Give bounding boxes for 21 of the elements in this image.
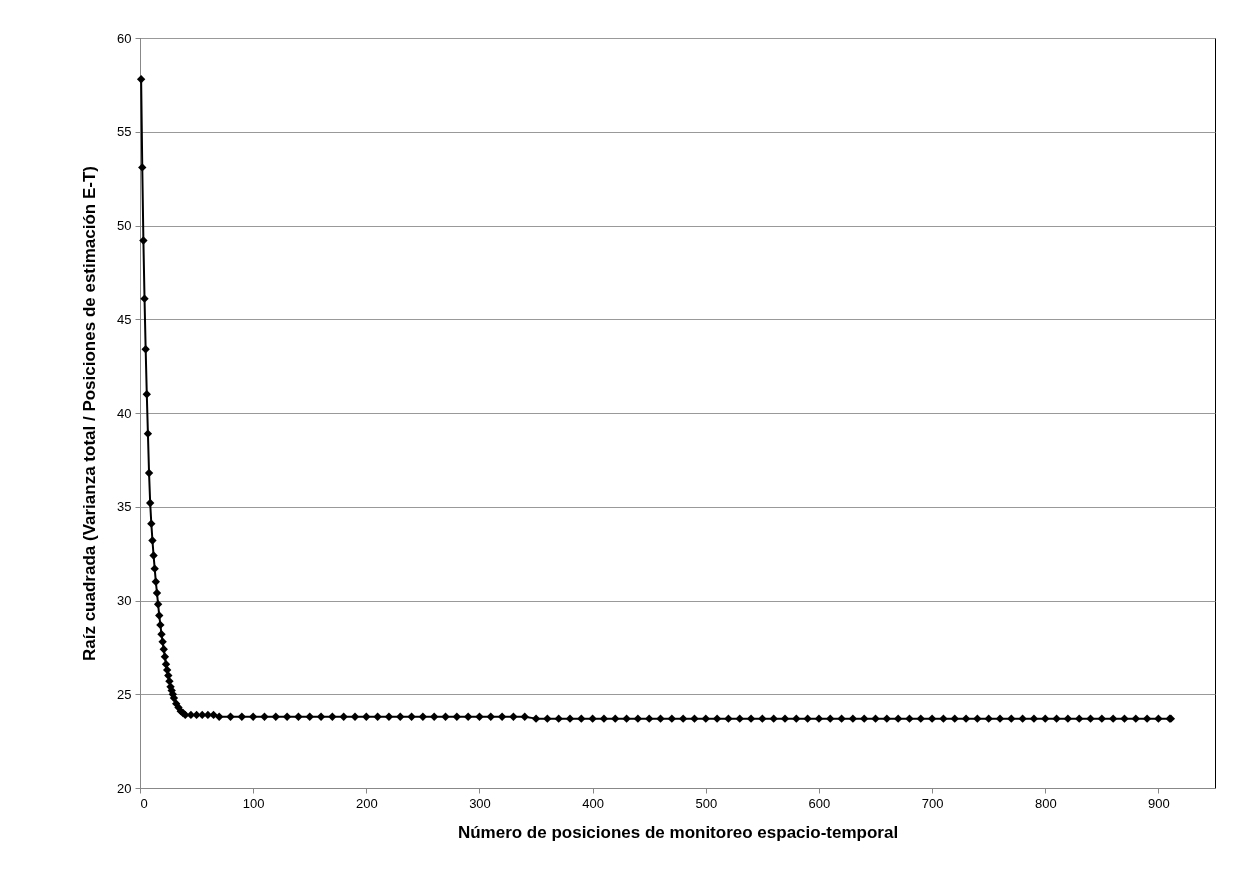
x-tick-label: 600 xyxy=(808,795,831,811)
x-tick-label: 700 xyxy=(921,795,944,811)
x-axis-title: Número de posiciones de monitoreo espacio-temporal xyxy=(457,822,899,842)
y-tick-label: 30 xyxy=(117,593,132,608)
x-tick-label: 0 xyxy=(140,795,148,811)
x-tick-label: 100 xyxy=(242,795,265,811)
x-tick-label: 500 xyxy=(695,795,718,811)
x-tick-label: 300 xyxy=(469,795,491,811)
x-tick-label: 900 xyxy=(1148,795,1170,811)
y-tick-label: 55 xyxy=(117,124,132,140)
y-tick-label: 45 xyxy=(117,311,132,327)
x-tick-label: 800 xyxy=(1034,795,1057,811)
x-tick-label: 200 xyxy=(355,795,378,811)
y-tick-label: 20 xyxy=(117,780,132,796)
y-tick-label: 25 xyxy=(117,686,132,702)
x-tick-label: 400 xyxy=(582,795,604,811)
y-tick-label: 40 xyxy=(117,405,132,421)
y-tick-label: 35 xyxy=(117,499,132,515)
y-tick-label: 60 xyxy=(117,30,132,46)
y-tick-label: 50 xyxy=(117,218,132,233)
y-axis-title: Raíz cuadrada (Varianza total / Posiciones de estimación E-T) xyxy=(80,165,100,662)
